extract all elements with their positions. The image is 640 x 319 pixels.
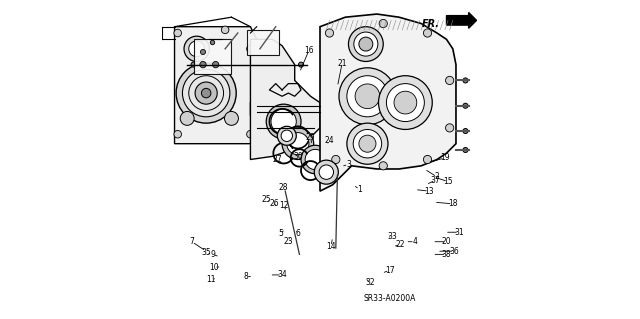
- Polygon shape: [175, 27, 266, 144]
- Circle shape: [176, 63, 236, 123]
- Circle shape: [189, 41, 205, 57]
- Text: 16: 16: [304, 46, 314, 55]
- Circle shape: [319, 165, 333, 179]
- Circle shape: [332, 155, 340, 164]
- Circle shape: [212, 62, 219, 68]
- Circle shape: [184, 36, 209, 62]
- Circle shape: [221, 26, 229, 33]
- Circle shape: [287, 133, 309, 155]
- Text: 14: 14: [326, 242, 336, 251]
- Text: 35: 35: [202, 248, 211, 257]
- Text: 28: 28: [279, 183, 289, 192]
- Text: 29: 29: [306, 133, 316, 142]
- Text: 17: 17: [385, 266, 394, 275]
- Circle shape: [347, 123, 388, 164]
- Text: 36: 36: [449, 247, 460, 256]
- Text: 11: 11: [206, 275, 216, 284]
- Text: 12: 12: [279, 201, 289, 210]
- Text: 31: 31: [454, 228, 464, 237]
- Text: 9: 9: [210, 250, 215, 259]
- Circle shape: [174, 29, 182, 37]
- Circle shape: [463, 129, 468, 134]
- Circle shape: [339, 68, 396, 125]
- Circle shape: [281, 130, 292, 141]
- Text: 5: 5: [278, 229, 283, 238]
- Circle shape: [301, 145, 330, 174]
- Text: FR.: FR.: [422, 19, 440, 28]
- Circle shape: [325, 29, 333, 37]
- Circle shape: [347, 76, 388, 117]
- Text: 20: 20: [442, 237, 451, 246]
- Text: 33: 33: [388, 233, 397, 241]
- Circle shape: [266, 104, 301, 139]
- Circle shape: [378, 76, 432, 130]
- Text: 1: 1: [357, 185, 362, 194]
- Text: 4: 4: [412, 237, 417, 246]
- Text: 18: 18: [448, 199, 458, 208]
- Circle shape: [463, 103, 468, 108]
- Circle shape: [271, 109, 296, 134]
- Circle shape: [355, 84, 380, 108]
- Circle shape: [463, 78, 468, 83]
- Circle shape: [359, 135, 376, 152]
- Circle shape: [211, 40, 214, 45]
- Circle shape: [202, 88, 211, 98]
- Circle shape: [246, 130, 254, 138]
- Text: 13: 13: [424, 187, 434, 196]
- Circle shape: [200, 49, 205, 55]
- Circle shape: [282, 128, 314, 160]
- Circle shape: [225, 111, 239, 125]
- Circle shape: [463, 147, 468, 152]
- Text: 30: 30: [293, 152, 303, 161]
- Text: 10: 10: [209, 263, 219, 271]
- Circle shape: [445, 76, 454, 85]
- Circle shape: [379, 162, 387, 170]
- Text: 25: 25: [261, 195, 271, 204]
- Text: 34: 34: [277, 271, 287, 279]
- Circle shape: [353, 130, 381, 158]
- Polygon shape: [320, 14, 456, 191]
- Text: 8: 8: [243, 272, 248, 281]
- Circle shape: [305, 149, 325, 170]
- Circle shape: [394, 91, 417, 114]
- Text: 37: 37: [431, 175, 440, 185]
- Text: 38: 38: [442, 250, 451, 259]
- Circle shape: [191, 62, 196, 67]
- Circle shape: [180, 111, 194, 125]
- Text: 3: 3: [346, 160, 351, 169]
- Circle shape: [298, 62, 303, 67]
- Bar: [193, 39, 232, 74]
- Text: 21: 21: [337, 59, 347, 68]
- Text: 24: 24: [324, 136, 334, 145]
- Circle shape: [354, 32, 378, 56]
- Circle shape: [195, 82, 217, 104]
- Text: 6: 6: [296, 229, 300, 238]
- FancyArrow shape: [447, 12, 477, 28]
- Circle shape: [379, 19, 387, 28]
- Text: 15: 15: [444, 177, 453, 186]
- Circle shape: [348, 27, 383, 62]
- Text: 2: 2: [435, 172, 440, 182]
- Circle shape: [246, 45, 254, 53]
- Polygon shape: [250, 39, 320, 160]
- Circle shape: [277, 126, 296, 145]
- Text: SR33-A0200A: SR33-A0200A: [364, 294, 416, 303]
- Circle shape: [200, 62, 206, 68]
- Circle shape: [424, 155, 431, 164]
- Text: 27: 27: [273, 155, 282, 164]
- Bar: [247, 30, 279, 55]
- Text: 32: 32: [366, 278, 376, 287]
- Text: 23: 23: [284, 237, 293, 246]
- Circle shape: [182, 69, 230, 117]
- Text: 22: 22: [396, 241, 405, 249]
- Circle shape: [314, 160, 339, 184]
- Circle shape: [445, 124, 454, 132]
- Text: 26: 26: [269, 199, 279, 208]
- Circle shape: [359, 37, 373, 51]
- Circle shape: [174, 130, 182, 138]
- Circle shape: [424, 29, 431, 37]
- Text: 7: 7: [189, 237, 195, 246]
- Circle shape: [387, 84, 424, 122]
- Text: 19: 19: [440, 153, 450, 162]
